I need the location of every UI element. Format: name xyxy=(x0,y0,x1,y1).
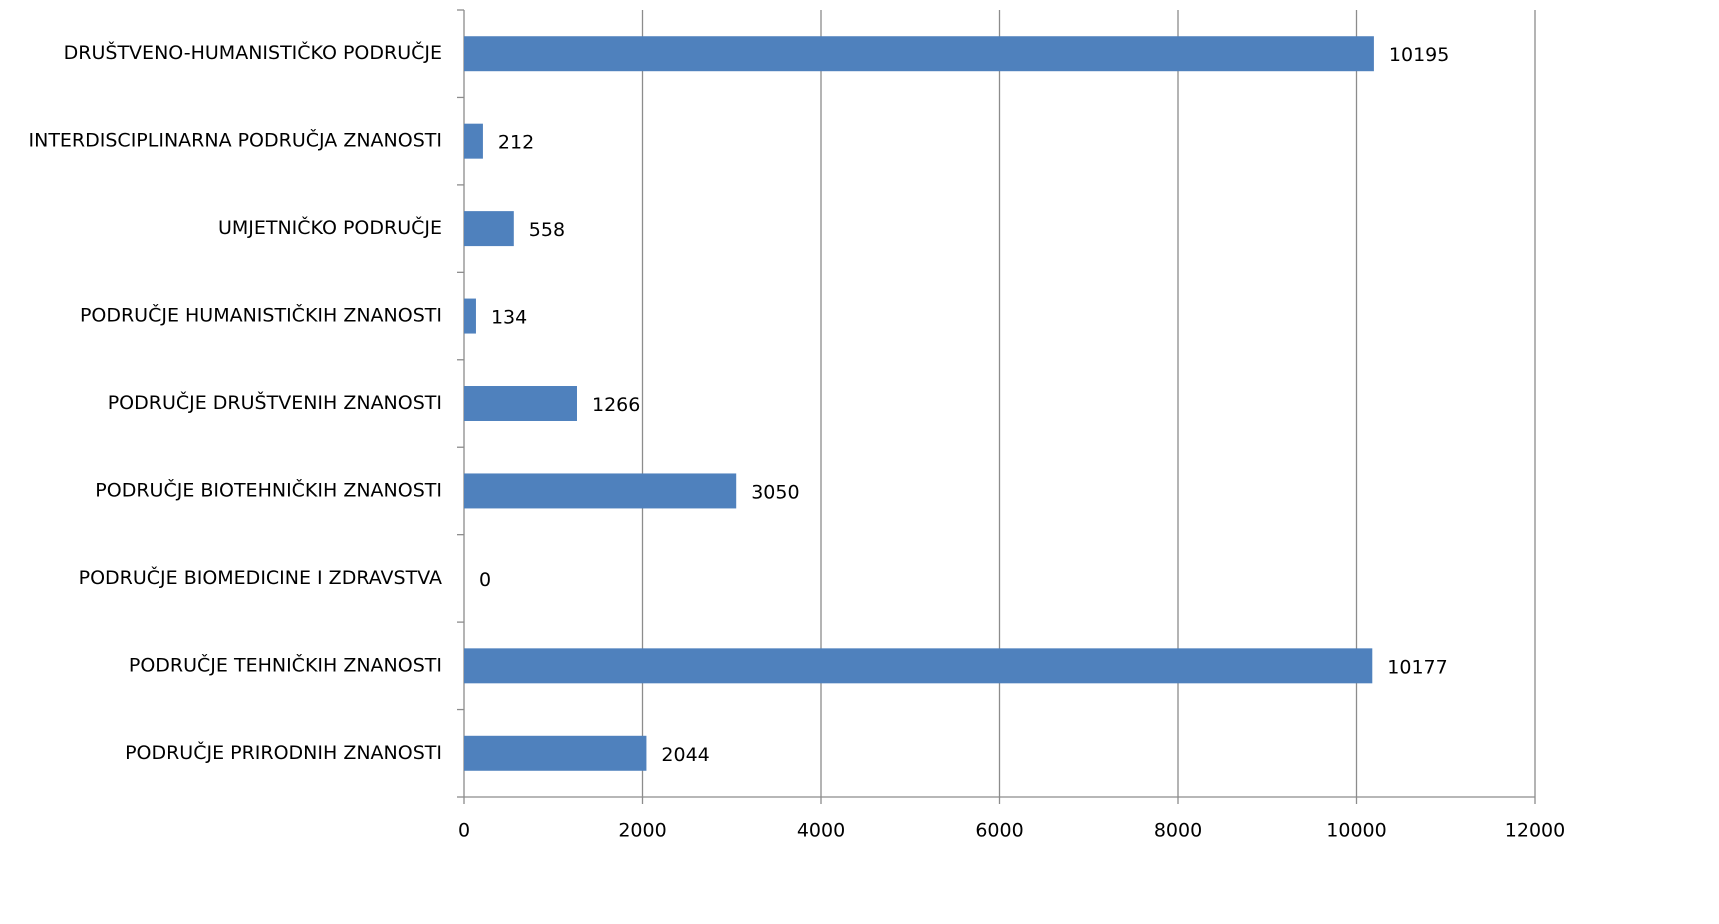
x-tick-label: 2000 xyxy=(618,820,666,842)
value-label: 2044 xyxy=(661,744,709,766)
y-tick-label: INTERDISCIPLINARNA PODRUČJA ZNANOSTI xyxy=(29,128,443,152)
bar xyxy=(464,473,737,509)
value-label: 1266 xyxy=(592,394,640,416)
x-tick-label: 8000 xyxy=(1154,820,1202,842)
value-label: 212 xyxy=(498,132,534,154)
value-label: 0 xyxy=(479,569,491,591)
x-tick-label: 10000 xyxy=(1326,820,1386,842)
bar xyxy=(464,36,1374,72)
value-label: 10177 xyxy=(1387,656,1447,678)
y-tick-label: PODRUČJE DRUŠTVENIH ZNANOSTI xyxy=(108,390,442,414)
bar xyxy=(464,298,476,334)
y-tick-label: DRUŠTVENO-HUMANISTIČKO PODRUČJE xyxy=(64,40,442,64)
value-label: 3050 xyxy=(751,481,799,503)
bar xyxy=(464,735,647,771)
bar xyxy=(464,386,577,421)
bar xyxy=(464,211,514,247)
y-tick-label: PODRUČJE TEHNIČKIH ZNANOSTI xyxy=(129,652,442,676)
bar xyxy=(464,648,1373,684)
value-label: 558 xyxy=(529,219,565,241)
value-label: 10195 xyxy=(1389,44,1449,66)
y-tick-label: PODRUČJE BIOTEHNIČKIH ZNANOSTI xyxy=(95,477,442,501)
y-tick-label: UMJETNIČKO PODRUČJE xyxy=(218,215,442,239)
x-tick-label: 4000 xyxy=(797,820,845,842)
x-tick-label: 12000 xyxy=(1505,820,1565,842)
bar xyxy=(464,123,483,159)
y-tick-label: PODRUČJE BIOMEDICINE I ZDRAVSTVA xyxy=(79,565,442,589)
y-tick-label: PODRUČJE PRIRODNIH ZNANOSTI xyxy=(125,740,442,764)
y-tick-label: PODRUČJE HUMANISTIČKIH ZNANOSTI xyxy=(80,303,442,327)
value-label: 134 xyxy=(491,307,527,329)
x-tick-label: 0 xyxy=(458,820,470,842)
x-tick-label: 6000 xyxy=(975,820,1023,842)
